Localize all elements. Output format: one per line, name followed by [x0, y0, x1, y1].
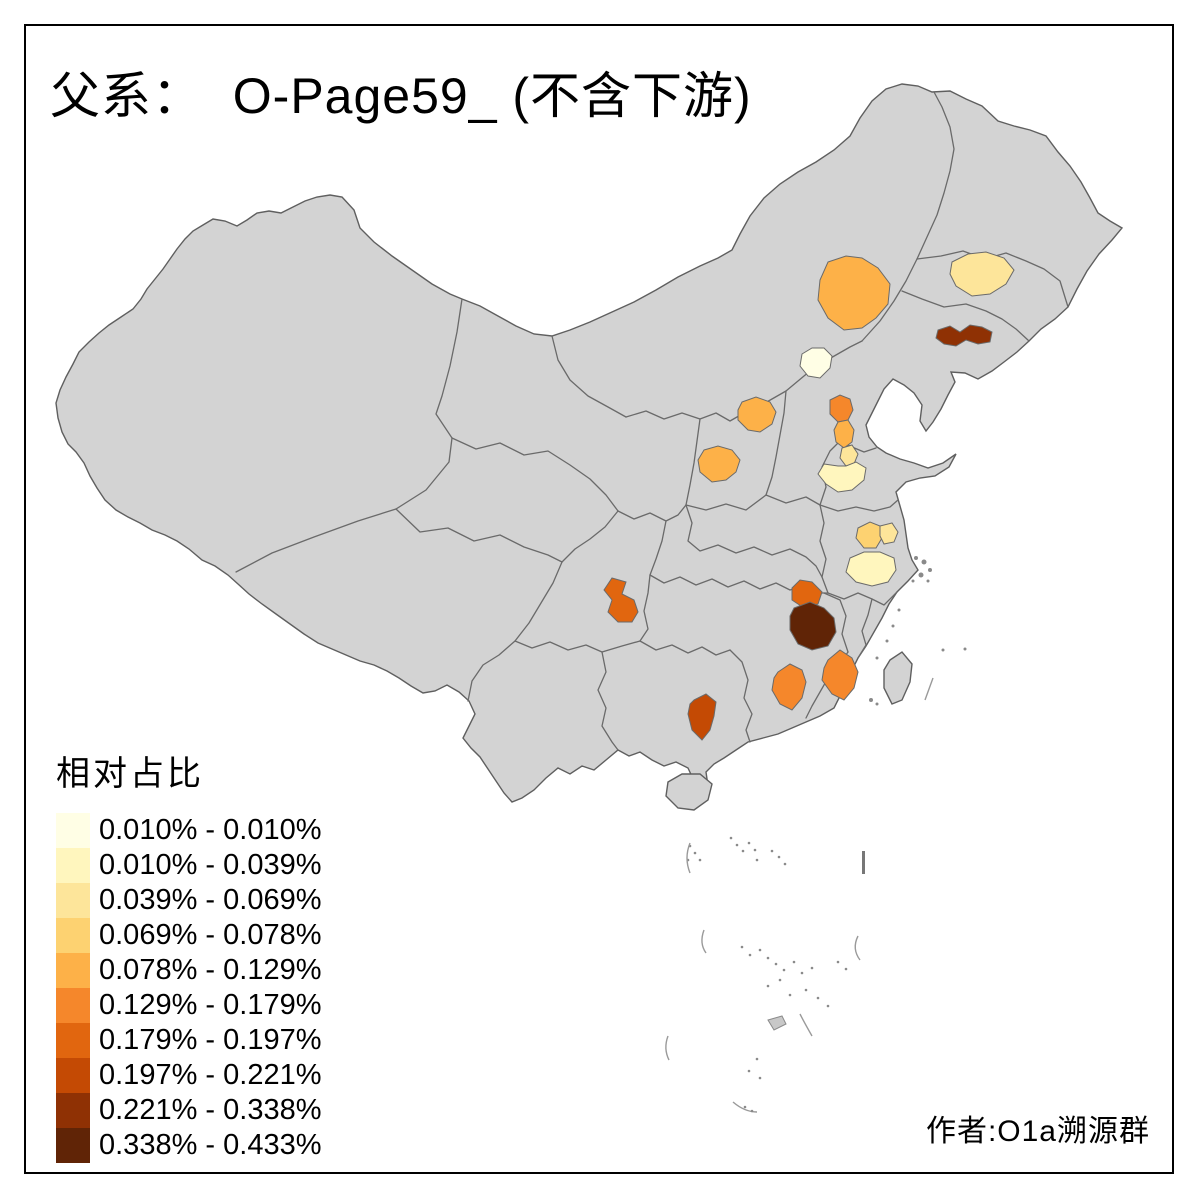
legend-swatch: [56, 883, 90, 918]
legend-item: 0.197% - 0.221%: [56, 1058, 321, 1093]
legend-swatch: [56, 988, 90, 1023]
legend-swatch: [56, 1023, 90, 1058]
legend-title: 相对占比: [56, 755, 204, 793]
region-chongqing: [603, 577, 639, 623]
legend-label: 0.010% - 0.010%: [99, 814, 322, 846]
region-guangxi-southeast: [687, 693, 717, 741]
region-shanxi-south: [697, 445, 741, 483]
legend-item: 0.338% - 0.433%: [56, 1128, 321, 1163]
legend-label: 0.078% - 0.129%: [99, 954, 322, 986]
legend-item: 0.179% - 0.197%: [56, 1023, 321, 1058]
legend-item: 0.010% - 0.010%: [56, 813, 321, 848]
attribution: 作者:O1a溯源群: [925, 1115, 1150, 1148]
region-jilin-west: [949, 251, 1015, 297]
region-hunan-east-dark: [789, 601, 837, 651]
legend-item: 0.010% - 0.039%: [56, 848, 321, 883]
hainan-island: [665, 773, 713, 811]
china-landmass: [55, 83, 1124, 803]
legend-label: 0.069% - 0.078%: [99, 919, 322, 951]
legend-swatch: [56, 953, 90, 988]
coastal-islets: [869, 556, 967, 706]
legend-swatch: [56, 1058, 90, 1093]
region-hebei-south-upper: [829, 394, 854, 423]
legend-label: 0.129% - 0.179%: [99, 989, 322, 1021]
legend-item: 0.069% - 0.078%: [56, 918, 321, 953]
region-shandong-west-lower: [817, 461, 867, 493]
region-hunan-northeast: [791, 579, 823, 609]
region-jiangsu-north-east: [879, 522, 899, 545]
legend-label: 0.010% - 0.039%: [99, 849, 322, 881]
region-anhui-east: [845, 551, 897, 587]
legend-item: 0.129% - 0.179%: [56, 988, 321, 1023]
legend-swatch: [56, 848, 90, 883]
legend-item: 0.221% - 0.338%: [56, 1093, 321, 1128]
legend-label: 0.197% - 0.221%: [99, 1059, 322, 1091]
legend: 相对占比 0.010% - 0.010% 0.010% - 0.039% 0.0…: [56, 746, 321, 1163]
taiwan-island: [883, 651, 913, 705]
legend-item: 0.078% - 0.129%: [56, 953, 321, 988]
region-hebei-south-lower: [833, 419, 855, 449]
islands: [665, 556, 967, 1113]
legend-label: 0.039% - 0.069%: [99, 884, 322, 916]
legend-label: 0.179% - 0.197%: [99, 1024, 322, 1056]
region-liaoning-east: [935, 324, 993, 347]
region-beijing: [799, 347, 833, 379]
region-fujian-southwest: [821, 649, 859, 701]
page-title: 父系： O-Page59_ (不含下游): [50, 68, 752, 124]
legend-label: 0.338% - 0.433%: [99, 1129, 322, 1161]
legend-swatch: [56, 1093, 90, 1128]
south-china-sea-islets: [665, 836, 865, 1113]
region-shanxi-central: [737, 396, 777, 433]
legend-item: 0.039% - 0.069%: [56, 883, 321, 918]
legend-swatch: [56, 1128, 90, 1163]
region-jiangsu-north-west: [855, 521, 883, 549]
highlighted-regions: [603, 251, 1015, 741]
legend-swatch: [56, 918, 90, 953]
region-guangdong-north: [771, 663, 807, 711]
region-inner-mongolia-east: [817, 255, 891, 331]
legend-swatch: [56, 813, 90, 848]
legend-label: 0.221% - 0.338%: [99, 1094, 322, 1126]
